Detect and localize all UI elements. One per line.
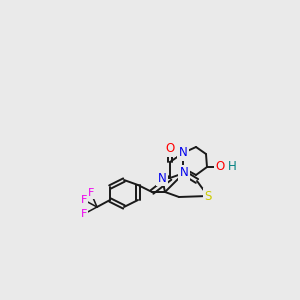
Text: H: H — [228, 160, 236, 173]
Text: N: N — [178, 146, 188, 160]
Text: F: F — [88, 188, 94, 198]
Text: S: S — [204, 190, 212, 202]
Text: F: F — [81, 195, 87, 205]
Text: O: O — [165, 142, 175, 155]
Text: F: F — [81, 209, 87, 219]
Text: N: N — [158, 172, 166, 184]
Text: N: N — [180, 167, 188, 179]
Text: O: O — [215, 160, 225, 173]
